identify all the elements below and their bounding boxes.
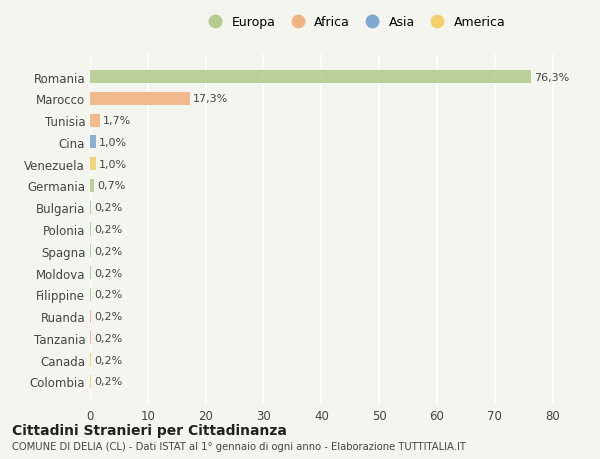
Text: Cittadini Stranieri per Cittadinanza: Cittadini Stranieri per Cittadinanza [12,423,287,437]
Bar [90,310,91,323]
Bar [90,71,531,84]
Bar [90,223,91,236]
Legend: Europa, Africa, Asia, America: Europa, Africa, Asia, America [203,16,505,29]
Bar [90,353,91,366]
Text: 0,2%: 0,2% [94,311,122,321]
Bar [90,201,91,214]
Bar [90,158,96,171]
Text: 76,3%: 76,3% [534,73,569,83]
Text: 17,3%: 17,3% [193,94,228,104]
Bar [90,288,91,301]
Bar [90,179,94,193]
Text: 0,2%: 0,2% [94,268,122,278]
Text: 0,2%: 0,2% [94,203,122,213]
Text: 0,2%: 0,2% [94,376,122,386]
Text: 0,2%: 0,2% [94,333,122,343]
Text: 1,7%: 1,7% [103,116,131,126]
Bar [90,266,91,280]
Text: 0,7%: 0,7% [97,181,125,191]
Bar [90,93,190,106]
Bar [90,114,100,128]
Bar [90,331,91,345]
Bar [90,245,91,258]
Text: 0,2%: 0,2% [94,355,122,365]
Bar [90,136,96,149]
Text: COMUNE DI DELIA (CL) - Dati ISTAT al 1° gennaio di ogni anno - Elaborazione TUTT: COMUNE DI DELIA (CL) - Dati ISTAT al 1° … [12,441,466,451]
Text: 1,0%: 1,0% [98,138,127,148]
Text: 1,0%: 1,0% [98,159,127,169]
Text: 0,2%: 0,2% [94,246,122,256]
Text: 0,2%: 0,2% [94,224,122,235]
Bar [90,375,91,388]
Text: 0,2%: 0,2% [94,290,122,300]
